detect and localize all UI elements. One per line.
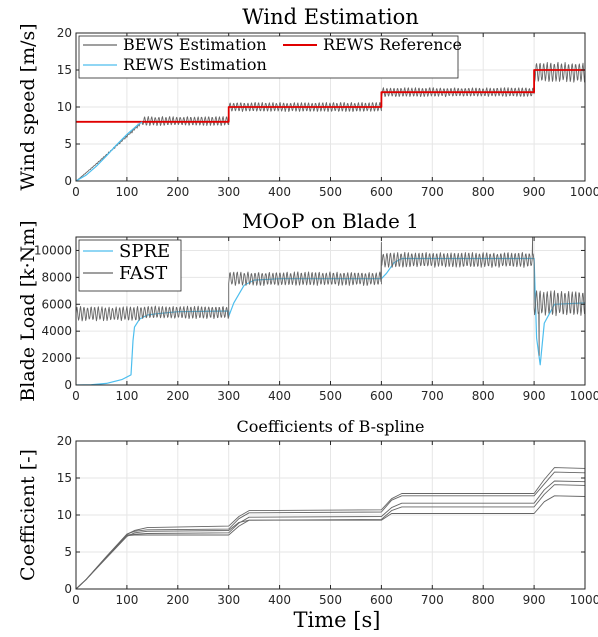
x-tick-label: 300 xyxy=(217,185,240,199)
x-tick-label: 300 xyxy=(217,593,240,607)
x-tick-label: 400 xyxy=(268,389,291,403)
x-tick-label: 200 xyxy=(166,389,189,403)
series-group xyxy=(76,61,585,181)
x-tick-label: 600 xyxy=(370,593,393,607)
x-tick-label: 100 xyxy=(115,185,138,199)
series-line-coefficient-2 xyxy=(76,471,585,589)
legend-label: SPRE xyxy=(119,241,170,262)
x-tick-label: 0 xyxy=(72,185,80,199)
chart-title: Coefficients of B-spline xyxy=(237,417,425,436)
series-group xyxy=(76,237,585,385)
x-tick-label: 300 xyxy=(217,389,240,403)
chart-title: MOoP on Blade 1 xyxy=(242,209,419,233)
y-tick-label: 4000 xyxy=(41,324,72,338)
x-tick-label: 1000 xyxy=(570,389,598,403)
legend: BEWS Estimation REWS Reference REWS Estima… xyxy=(78,35,462,79)
chart-panel-1: 0 100 200 300 400 500 600 700 800 900 1000 0 5 10 15 20… xyxy=(17,5,598,199)
y-tick-label: 0 xyxy=(64,174,72,188)
x-tick-label: 1000 xyxy=(570,593,598,607)
legend-label: REWS Estimation xyxy=(123,55,267,74)
x-tick-label: 100 xyxy=(115,389,138,403)
x-tick-label: 700 xyxy=(421,593,444,607)
x-tick-label: 400 xyxy=(268,185,291,199)
legend-label: FAST xyxy=(119,263,167,284)
legend-label: BEWS Estimation xyxy=(123,35,267,54)
y-tick-label: 20 xyxy=(57,434,72,448)
y-tick-label: 2000 xyxy=(41,351,72,365)
x-tick-label: 200 xyxy=(166,185,189,199)
y-tick-label: 10000 xyxy=(34,243,72,257)
x-tick-label: 600 xyxy=(370,185,393,199)
series-line-coefficient-5 xyxy=(76,495,585,589)
x-tick-label: 400 xyxy=(268,593,291,607)
series-line-rews-estimation xyxy=(76,121,143,181)
x-tick-label: 800 xyxy=(472,389,495,403)
x-tick-label: 1000 xyxy=(570,185,598,199)
x-tick-label: 500 xyxy=(319,593,342,607)
y-tick-label: 10 xyxy=(57,508,72,522)
y-tick-label: 0 xyxy=(64,582,72,596)
y-axis-label: Blade Load [k·Nm] xyxy=(17,220,39,401)
series-line-fast xyxy=(76,237,585,356)
y-tick-label: 6000 xyxy=(41,297,72,311)
y-axis-label: Coefficient [-] xyxy=(17,449,39,581)
x-tick-label: 900 xyxy=(523,185,546,199)
y-tick-label: 0 xyxy=(64,378,72,392)
chart-panel-3: 0 100 200 300 400 500 600 700 800 900 1000 0 5 10 15 20… xyxy=(17,417,598,607)
x-tick-label: 800 xyxy=(472,593,495,607)
x-tick-label: 600 xyxy=(370,389,393,403)
chart-panel-2: 0 100 200 300 400 500 600 700 800 900 100002000400… xyxy=(17,209,598,403)
y-tick-label: 10 xyxy=(57,100,72,114)
y-tick-label: 20 xyxy=(57,26,72,40)
x-tick-label: 100 xyxy=(115,593,138,607)
legend-box xyxy=(78,35,459,79)
x-tick-label: 200 xyxy=(166,593,189,607)
series-line-spre xyxy=(76,257,585,385)
y-tick-label: 15 xyxy=(57,63,72,77)
x-axis-label: Time [s] xyxy=(294,608,381,632)
y-tick-label: 5 xyxy=(64,137,72,151)
y-tick-label: 5 xyxy=(64,545,72,559)
series-line-rews-reference xyxy=(76,69,585,123)
x-tick-label: 900 xyxy=(523,389,546,403)
x-tick-label: 700 xyxy=(421,389,444,403)
x-tick-label: 500 xyxy=(319,185,342,199)
y-axis-label: Wind speed [m/s] xyxy=(17,23,39,190)
x-tick-label: 700 xyxy=(421,185,444,199)
x-tick-label: 800 xyxy=(472,185,495,199)
x-tick-label: 0 xyxy=(72,389,80,403)
x-tick-label: 0 xyxy=(72,593,80,607)
chart-title: Wind Estimation xyxy=(242,5,419,29)
y-tick-label: 15 xyxy=(57,471,72,485)
legend-box xyxy=(78,239,182,292)
x-tick-label: 500 xyxy=(319,389,342,403)
x-tick-label: 900 xyxy=(523,593,546,607)
series-group xyxy=(76,467,585,589)
series-line-coefficient-4 xyxy=(76,484,585,589)
y-tick-label: 8000 xyxy=(41,270,72,284)
legend-label: REWS Reference xyxy=(323,35,462,54)
